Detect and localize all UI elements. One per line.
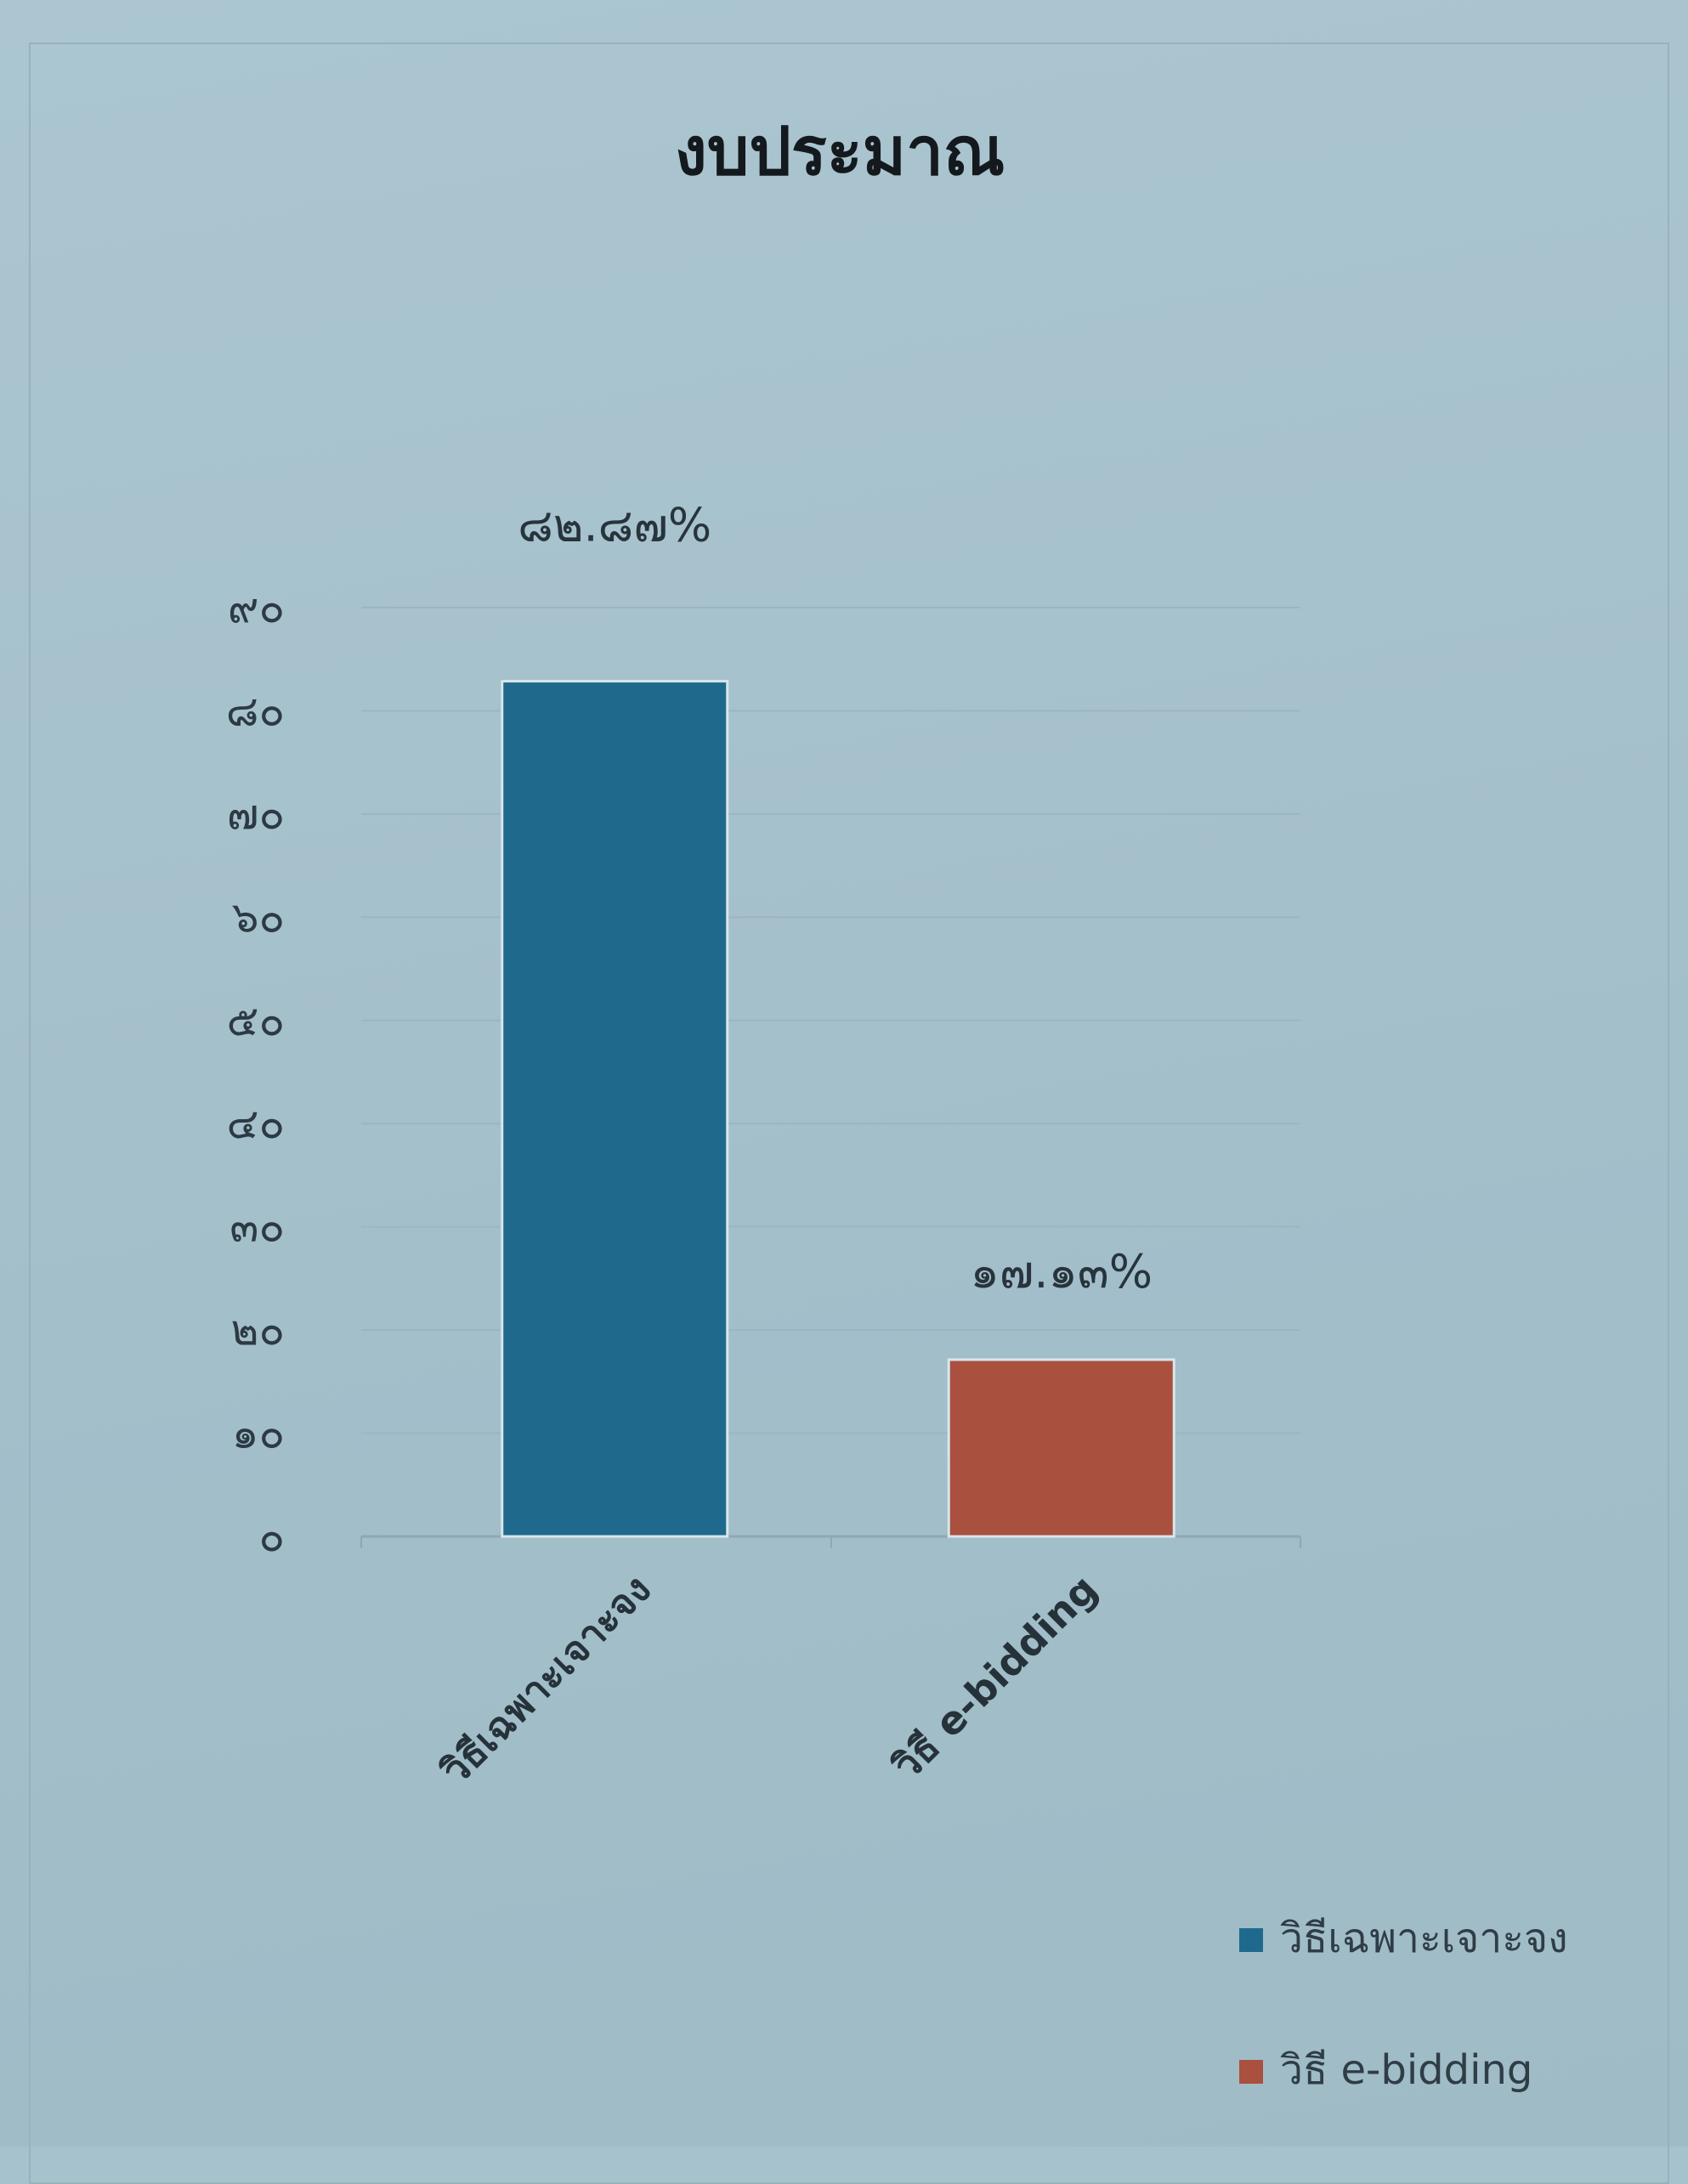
data-labels: ๘๒.๘๗% ๑๗.๑๓%	[518, 499, 1153, 1299]
x-tick-label: วิธี e-bidding	[883, 1566, 1107, 1790]
bars	[501, 680, 1175, 1538]
y-tick-label: ๘๐	[226, 686, 285, 735]
legend-entry: วิธีเฉพาะเจาะจง	[1280, 1915, 1568, 1962]
x-tick-label: วิธีเฉพาะเจาะจง	[432, 1566, 660, 1794]
y-tick-label: ๒๐	[231, 1305, 285, 1355]
y-tick-label: ๕๐	[227, 996, 285, 1045]
legend-swatch	[1239, 1928, 1263, 1952]
y-tick-label: ๓๐	[229, 1202, 285, 1252]
y-tick-label: ๖๐	[232, 892, 285, 942]
legend-swatch	[1239, 2060, 1263, 2084]
data-label: ๘๒.๘๗%	[518, 499, 711, 552]
y-tick-label: ๙๐	[228, 583, 285, 632]
category-labels: วิธีเฉพาะเจาะจง วิธี e-bidding	[432, 1566, 1107, 1794]
y-axis-ticks: ๐ ๑๐ ๒๐ ๓๐ ๔๐ ๕๐ ๖๐ ๗๐ ๘๐ ๙๐	[226, 583, 285, 1561]
y-tick-label: ๔๐	[227, 1099, 285, 1148]
legend-entry: วิธี e-bidding	[1280, 2046, 1532, 2094]
data-label: ๑๗.๑๓%	[970, 1245, 1153, 1299]
chart-title: งบประมาณ	[675, 114, 1005, 190]
y-tick-label: ๗๐	[227, 789, 285, 839]
y-tick-label: ๑๐	[232, 1409, 285, 1458]
bar	[501, 680, 729, 1538]
y-tick-label: ๐	[258, 1512, 285, 1561]
bar	[947, 1358, 1175, 1538]
